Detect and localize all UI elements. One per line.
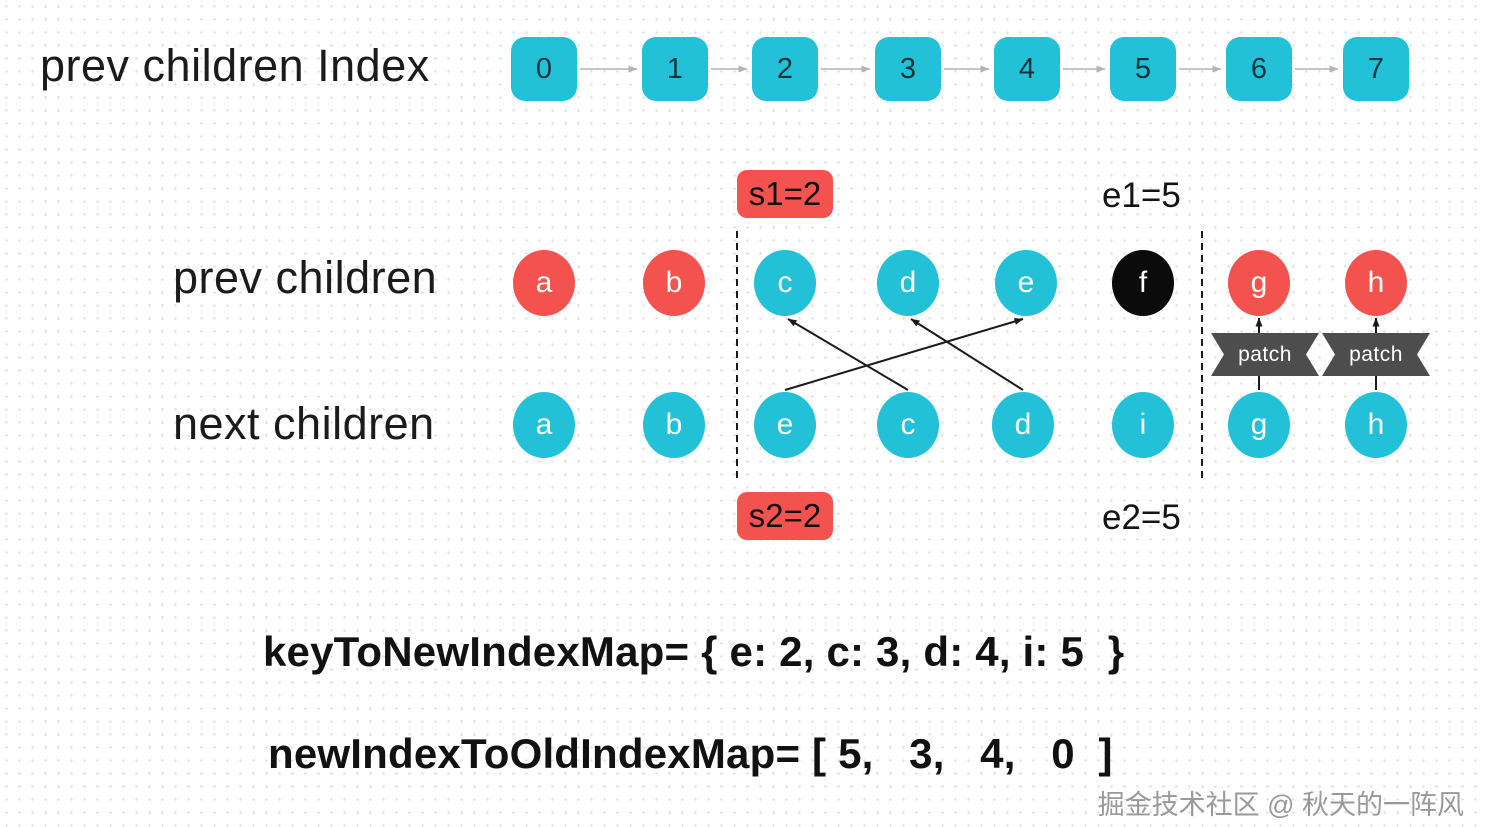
- prev-node-c: c: [754, 250, 816, 316]
- match-arrow-e: [784, 318, 1024, 391]
- s2-badge: s2=2: [737, 492, 833, 540]
- e2-label: e2=5: [1102, 498, 1181, 537]
- patch-ribbon-h: patch: [1322, 333, 1430, 376]
- next-node-h: h: [1345, 392, 1407, 458]
- patch-ribbon-g: patch: [1211, 333, 1319, 376]
- next-children-label: next children: [173, 398, 435, 449]
- e1-label: e1=5: [1102, 176, 1181, 215]
- formula-key-to-new-index-map: keyToNewIndexMap= { e: 2, c: 3, d: 4, i:…: [263, 628, 1125, 675]
- watermark: 掘金技术社区 @ 秋天的一阵风: [1097, 790, 1464, 820]
- index-node-6: 6: [1226, 37, 1292, 101]
- prev-node-d: d: [877, 250, 939, 316]
- index-node-3: 3: [875, 37, 941, 101]
- prev-children-index-label: prev children Index: [40, 40, 430, 91]
- next-node-g: g: [1228, 392, 1290, 458]
- index-node-5: 5: [1110, 37, 1176, 101]
- index-node-1: 1: [642, 37, 708, 101]
- next-node-c: c: [877, 392, 939, 458]
- next-node-d: d: [992, 392, 1054, 458]
- prev-node-a: a: [513, 250, 575, 316]
- prev-node-f: f: [1112, 250, 1174, 316]
- prev-children-label: prev children: [173, 252, 438, 303]
- match-arrow-d: [910, 318, 1024, 391]
- prev-node-b: b: [643, 250, 705, 316]
- next-node-b: b: [643, 392, 705, 458]
- formula-new-index-to-old-index-map: newIndexToOldIndexMap= [ 5, 3, 4, 0 ]: [268, 730, 1113, 777]
- next-node-a: a: [513, 392, 575, 458]
- index-node-7: 7: [1343, 37, 1409, 101]
- prev-node-e: e: [995, 250, 1057, 316]
- index-node-0: 0: [511, 37, 577, 101]
- index-node-4: 4: [994, 37, 1060, 101]
- next-node-e: e: [754, 392, 816, 458]
- prev-node-h: h: [1345, 250, 1407, 316]
- index-node-2: 2: [752, 37, 818, 101]
- next-node-i: i: [1112, 392, 1174, 458]
- prev-node-g: g: [1228, 250, 1290, 316]
- s1-badge: s1=2: [737, 170, 833, 218]
- match-arrow-c: [787, 318, 909, 391]
